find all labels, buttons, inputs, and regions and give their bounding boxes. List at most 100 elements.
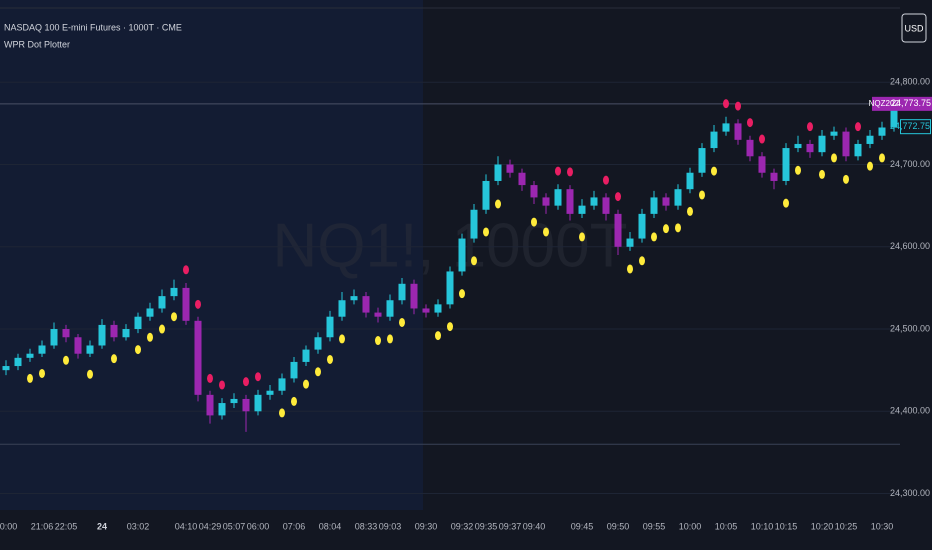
candle-body — [218, 403, 226, 416]
currency-button[interactable] — [901, 13, 927, 43]
candle-body — [746, 139, 754, 157]
candle-body — [326, 316, 334, 338]
wpr-dot — [531, 217, 537, 227]
candle-body — [410, 283, 418, 309]
y-tick-label: 24,500.00 — [890, 323, 930, 333]
wpr-dot — [39, 368, 45, 378]
wpr-dot — [627, 264, 633, 274]
wpr-dot — [759, 134, 765, 144]
candle-body — [38, 345, 46, 354]
candle-body — [470, 209, 478, 239]
bid-price-label: 24,772.75 — [890, 121, 930, 131]
chart-title: NASDAQ 100 E-mini Futures · 1000T · CME — [4, 22, 182, 32]
candle-body — [830, 131, 838, 136]
grid — [0, 81, 900, 495]
wpr-dot — [327, 354, 333, 364]
candle-body — [602, 197, 610, 214]
wpr-dot — [831, 153, 837, 163]
wpr-dot — [399, 317, 405, 327]
x-tick-label: 09:50 — [607, 521, 630, 531]
wpr-dot — [663, 224, 669, 234]
wpr-dot — [855, 122, 861, 132]
wpr-dot — [243, 377, 249, 387]
candle-body — [398, 283, 406, 301]
wpr-dot — [255, 372, 261, 382]
candle-body — [2, 366, 10, 371]
candle-body — [86, 345, 94, 354]
wpr-dot — [867, 161, 873, 171]
wpr-dot — [27, 373, 33, 383]
x-tick-label: 09:40 — [523, 521, 546, 531]
candle-body — [278, 378, 286, 391]
candle-body — [254, 394, 262, 412]
y-tick-label: 24,300.00 — [890, 488, 930, 498]
candle-body — [494, 164, 502, 181]
x-tick-label: 10:30 — [871, 521, 894, 531]
x-tick-label: 10:15 — [775, 521, 798, 531]
session-background — [0, 0, 423, 510]
candle-body — [722, 123, 730, 132]
candle-body — [806, 143, 814, 153]
wpr-dot — [735, 101, 741, 111]
candle-body — [146, 308, 154, 317]
wpr-dot — [699, 190, 705, 200]
wpr-dot — [687, 206, 693, 216]
candle-body — [482, 180, 490, 210]
wpr-dot — [63, 355, 69, 365]
wpr-dot — [315, 367, 321, 377]
marks — [2, 99, 898, 432]
wpr-dot — [471, 256, 477, 266]
candle-body — [422, 308, 430, 313]
candle-body — [134, 316, 142, 330]
price-tag — [900, 96, 932, 111]
y-tick-label: 24,700.00 — [890, 159, 930, 169]
candle-body — [362, 296, 370, 313]
wpr-dot — [183, 265, 189, 275]
candle-body — [182, 287, 190, 321]
candle-body — [290, 361, 298, 379]
x-tick-label: 09:03 — [379, 521, 402, 531]
candle-body — [446, 271, 454, 305]
x-tick-label: 04:29 — [199, 521, 222, 531]
candle-body — [230, 398, 238, 404]
wpr-dot — [819, 169, 825, 179]
candle-body — [770, 172, 778, 181]
x-tick-label: 04:10 — [175, 521, 198, 531]
candle-body — [158, 296, 166, 309]
wpr-dot — [375, 336, 381, 346]
candle-body — [614, 213, 622, 247]
candle-body — [866, 135, 874, 144]
candle-body — [110, 324, 118, 338]
x-tick-label: 10:25 — [835, 521, 858, 531]
candle-body — [650, 197, 658, 214]
candle-body — [758, 156, 766, 173]
x-tick-label: 09:35 — [475, 521, 498, 531]
x-tick-label: 10:00 — [679, 521, 702, 531]
x-tick-label: 24 — [97, 521, 107, 531]
wpr-dot — [675, 223, 681, 233]
wpr-dot — [159, 324, 165, 334]
x-tick-label: 09:30 — [415, 521, 438, 531]
wpr-dot — [459, 289, 465, 299]
x-tick-label: 08:04 — [319, 521, 342, 531]
candle-body — [194, 320, 202, 395]
wpr-dot — [807, 122, 813, 132]
wpr-dot — [279, 408, 285, 418]
candle-body — [434, 304, 442, 313]
candle-body — [62, 329, 70, 338]
x-tick-label: 08:33 — [355, 521, 378, 531]
wpr-dot — [555, 166, 561, 176]
candle-body — [170, 287, 178, 297]
currency[interactable]: USD — [904, 23, 924, 33]
candle-body — [794, 143, 802, 149]
x-tick-label: 09:55 — [643, 521, 666, 531]
candle-body — [314, 337, 322, 350]
last-price-label: 24,773.75 — [891, 98, 931, 108]
candle-body — [122, 329, 130, 338]
wpr-dot — [711, 166, 717, 176]
wpr-dot — [747, 118, 753, 128]
wpr-dot — [579, 232, 585, 242]
wpr-dot — [171, 312, 177, 322]
